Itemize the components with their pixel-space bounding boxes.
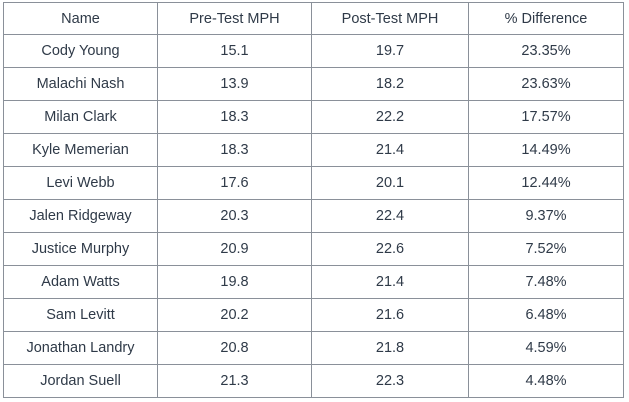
table-row: Milan Clark 18.3 22.2 17.57% <box>3 100 624 134</box>
cell-pre-test: 20.2 <box>157 298 312 332</box>
table-row: Cody Young 15.1 19.7 23.35% <box>3 34 624 68</box>
cell-post-test: 22.2 <box>311 100 469 134</box>
cell-difference: 23.35% <box>468 34 624 68</box>
cell-post-test: 21.8 <box>311 331 469 365</box>
cell-post-test: 21.4 <box>311 265 469 299</box>
table-row: Justice Murphy 20.9 22.6 7.52% <box>3 232 624 266</box>
cell-pre-test: 20.8 <box>157 331 312 365</box>
table-row: Kyle Memerian 18.3 21.4 14.49% <box>3 133 624 167</box>
table-row: Jordan Suell 21.3 22.3 4.48% <box>3 364 624 398</box>
header-percent-difference: % Difference <box>468 2 624 35</box>
cell-post-test: 18.2 <box>311 67 469 101</box>
cell-difference: 23.63% <box>468 67 624 101</box>
header-post-test-mph: Post-Test MPH <box>311 2 469 35</box>
table-container: Name Pre-Test MPH Post-Test MPH % Differ… <box>3 2 624 398</box>
cell-pre-test: 18.3 <box>157 100 312 134</box>
cell-post-test: 19.7 <box>311 34 469 68</box>
cell-post-test: 22.3 <box>311 364 469 398</box>
cell-name: Jalen Ridgeway <box>3 199 158 233</box>
header-pre-test-mph: Pre-Test MPH <box>157 2 312 35</box>
cell-name: Malachi Nash <box>3 67 158 101</box>
cell-post-test: 21.6 <box>311 298 469 332</box>
cell-difference: 12.44% <box>468 166 624 200</box>
header-name: Name <box>3 2 158 35</box>
cell-name: Justice Murphy <box>3 232 158 266</box>
cell-difference: 14.49% <box>468 133 624 167</box>
cell-difference: 7.52% <box>468 232 624 266</box>
cell-name: Jonathan Landry <box>3 331 158 365</box>
cell-name: Levi Webb <box>3 166 158 200</box>
cell-name: Milan Clark <box>3 100 158 134</box>
cell-pre-test: 20.3 <box>157 199 312 233</box>
results-table: Name Pre-Test MPH Post-Test MPH % Differ… <box>3 2 624 398</box>
cell-difference: 6.48% <box>468 298 624 332</box>
cell-pre-test: 19.8 <box>157 265 312 299</box>
cell-name: Sam Levitt <box>3 298 158 332</box>
cell-difference: 4.59% <box>468 331 624 365</box>
cell-difference: 17.57% <box>468 100 624 134</box>
cell-pre-test: 21.3 <box>157 364 312 398</box>
cell-pre-test: 17.6 <box>157 166 312 200</box>
cell-post-test: 21.4 <box>311 133 469 167</box>
cell-difference: 4.48% <box>468 364 624 398</box>
table-row: Jonathan Landry 20.8 21.8 4.59% <box>3 331 624 365</box>
table-header: Name Pre-Test MPH Post-Test MPH % Differ… <box>3 2 624 35</box>
cell-pre-test: 20.9 <box>157 232 312 266</box>
header-row: Name Pre-Test MPH Post-Test MPH % Differ… <box>3 2 624 35</box>
cell-post-test: 22.4 <box>311 199 469 233</box>
cell-pre-test: 18.3 <box>157 133 312 167</box>
table-row: Malachi Nash 13.9 18.2 23.63% <box>3 67 624 101</box>
cell-name: Jordan Suell <box>3 364 158 398</box>
cell-name: Adam Watts <box>3 265 158 299</box>
cell-difference: 9.37% <box>468 199 624 233</box>
cell-name: Kyle Memerian <box>3 133 158 167</box>
cell-post-test: 22.6 <box>311 232 469 266</box>
table-body: Cody Young 15.1 19.7 23.35% Malachi Nash… <box>3 34 624 398</box>
table-row: Levi Webb 17.6 20.1 12.44% <box>3 166 624 200</box>
cell-pre-test: 13.9 <box>157 67 312 101</box>
table-row: Sam Levitt 20.2 21.6 6.48% <box>3 298 624 332</box>
table-row: Adam Watts 19.8 21.4 7.48% <box>3 265 624 299</box>
cell-difference: 7.48% <box>468 265 624 299</box>
cell-pre-test: 15.1 <box>157 34 312 68</box>
cell-name: Cody Young <box>3 34 158 68</box>
table-row: Jalen Ridgeway 20.3 22.4 9.37% <box>3 199 624 233</box>
cell-post-test: 20.1 <box>311 166 469 200</box>
